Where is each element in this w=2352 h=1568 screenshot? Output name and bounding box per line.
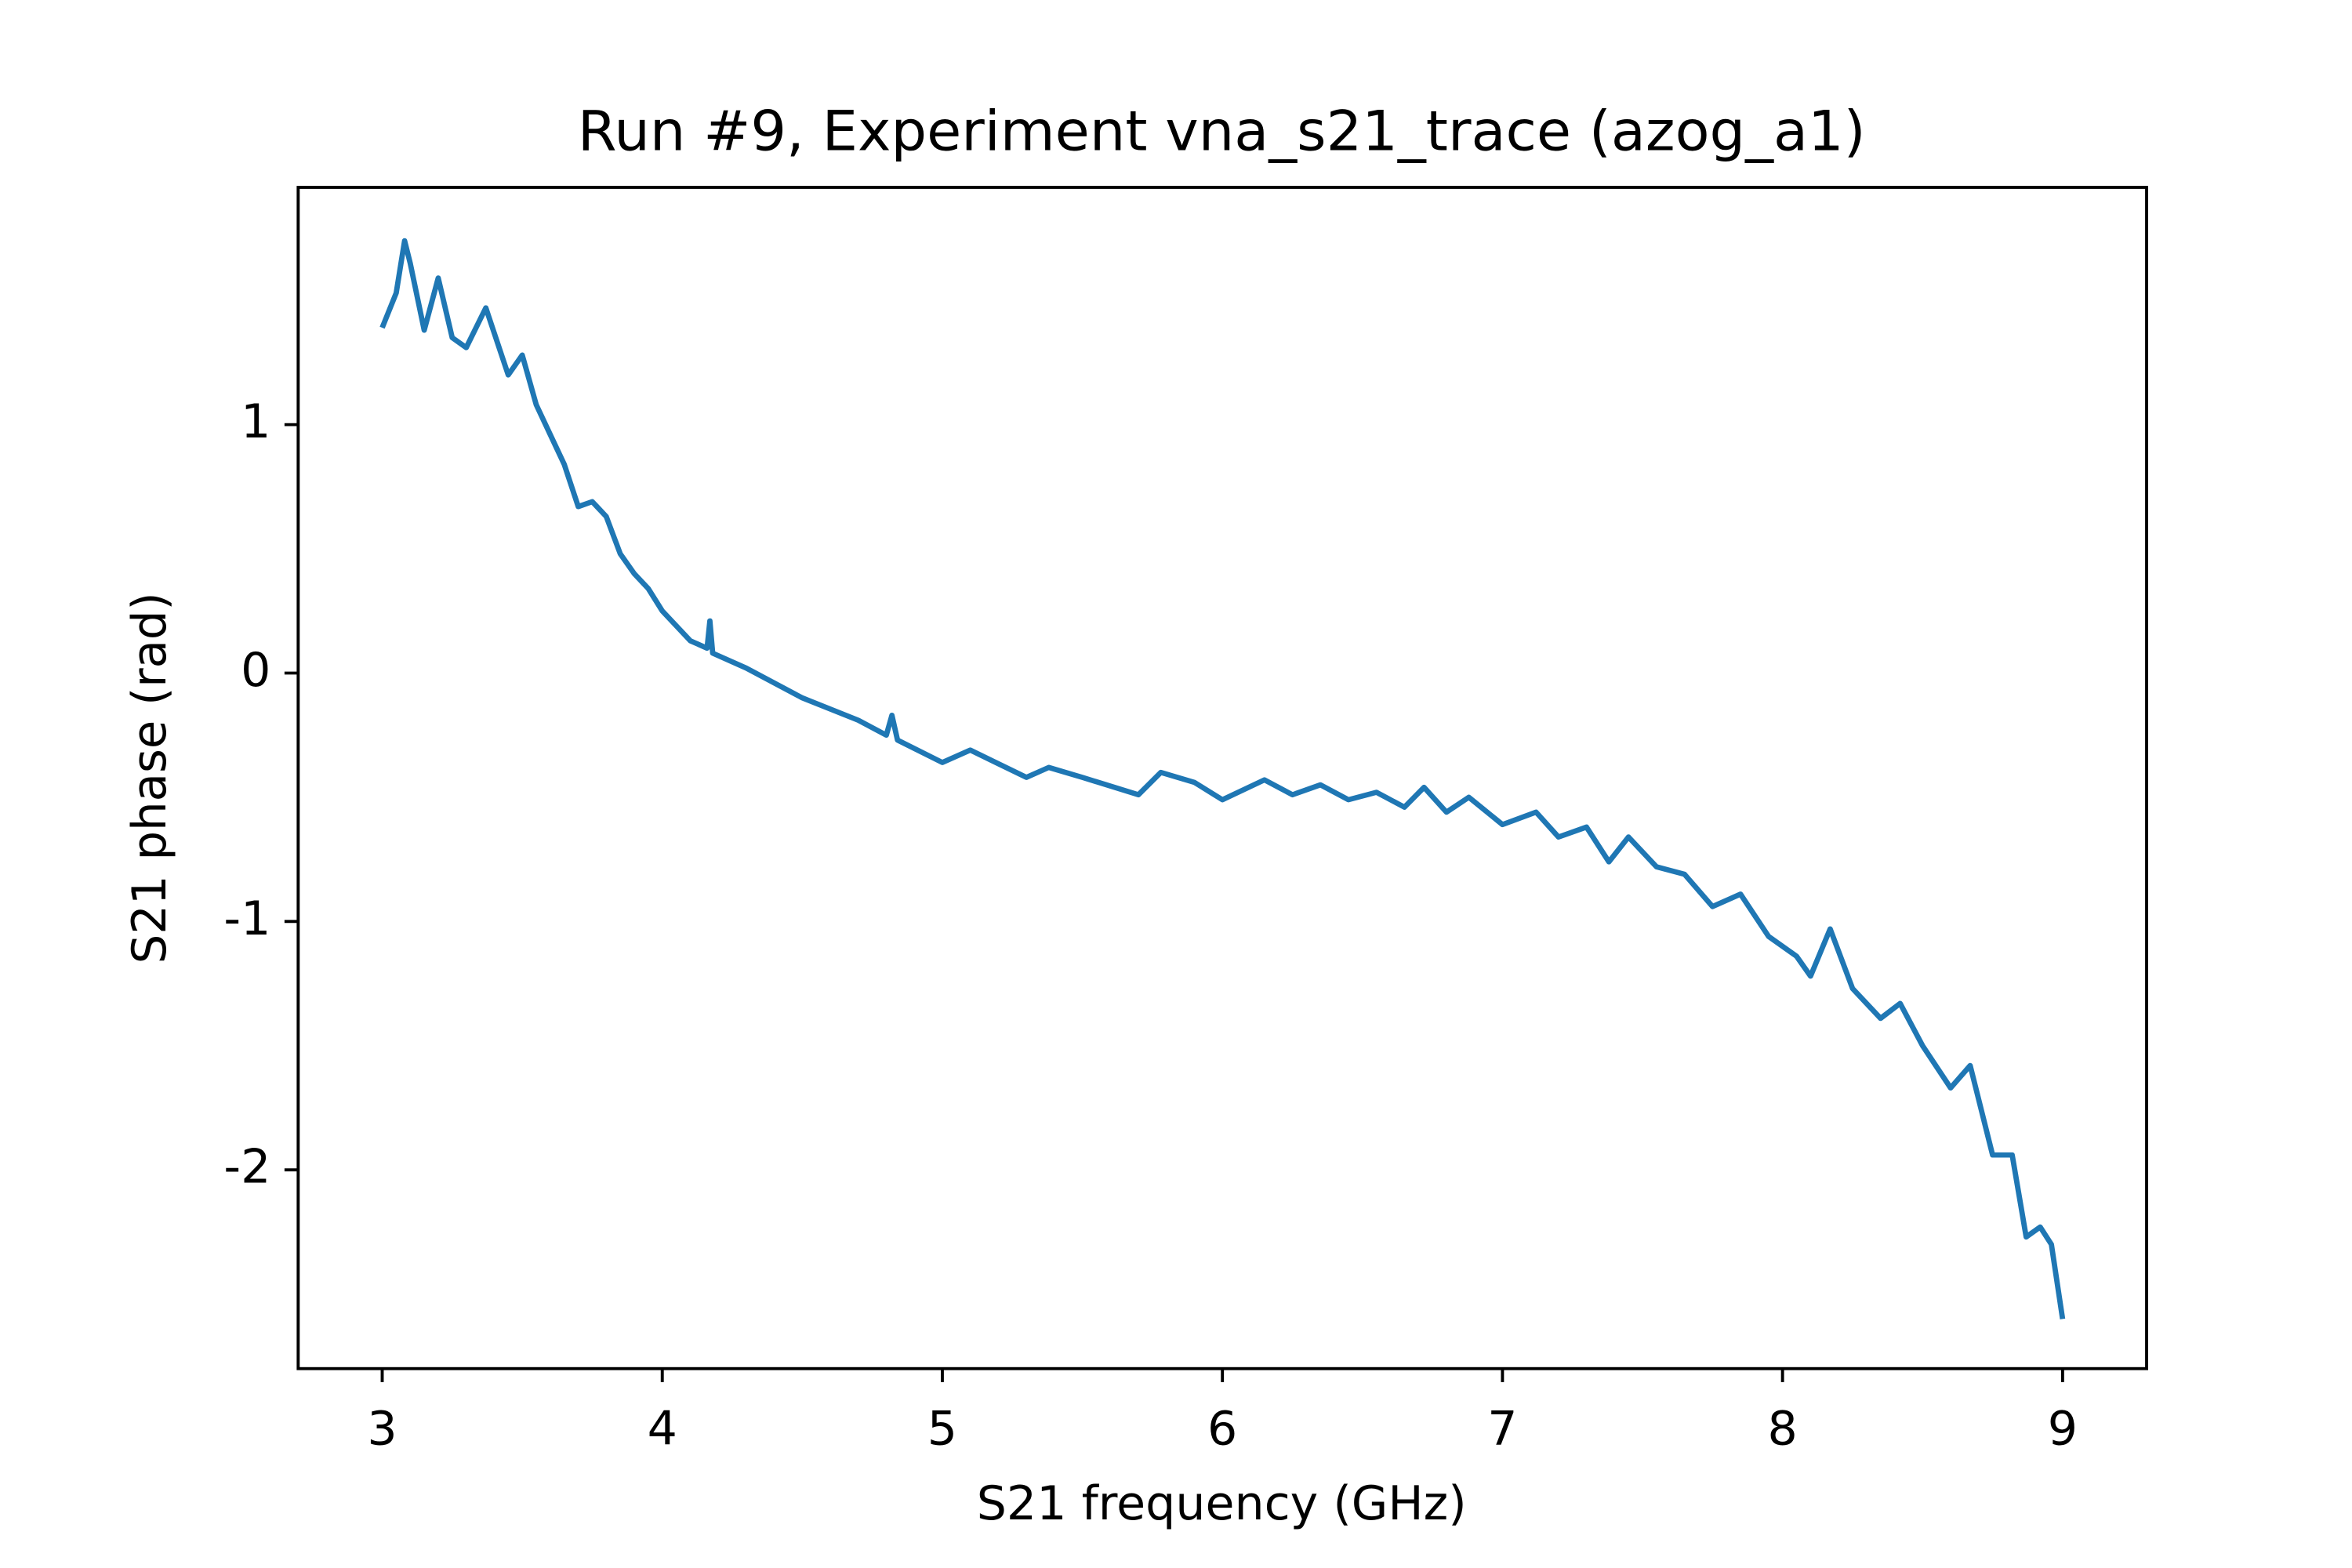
y-axis-label: S21 phase (rad) [122, 592, 177, 964]
plot-frame [296, 186, 2148, 1370]
y-tick-label: 0 [241, 644, 270, 698]
y-tick-label: -2 [223, 1141, 270, 1195]
chart-title: Run #9, Experiment vna_s21_trace (azog_a… [578, 99, 1866, 163]
x-tick-label: 4 [648, 1403, 677, 1457]
x-tick-label: 9 [2048, 1403, 2078, 1457]
line-series [379, 238, 2066, 1319]
x-tick-label: 7 [1487, 1403, 1517, 1457]
x-tick-label: 5 [927, 1403, 957, 1457]
x-tick-label: 8 [1767, 1403, 1797, 1457]
y-tick-label: -1 [223, 892, 270, 946]
x-tick-label: 6 [1207, 1403, 1237, 1457]
y-tick-label: 1 [241, 395, 270, 449]
x-axis-label: S21 frequency (GHz) [977, 1477, 1467, 1531]
x-tick-label: 3 [367, 1403, 397, 1457]
